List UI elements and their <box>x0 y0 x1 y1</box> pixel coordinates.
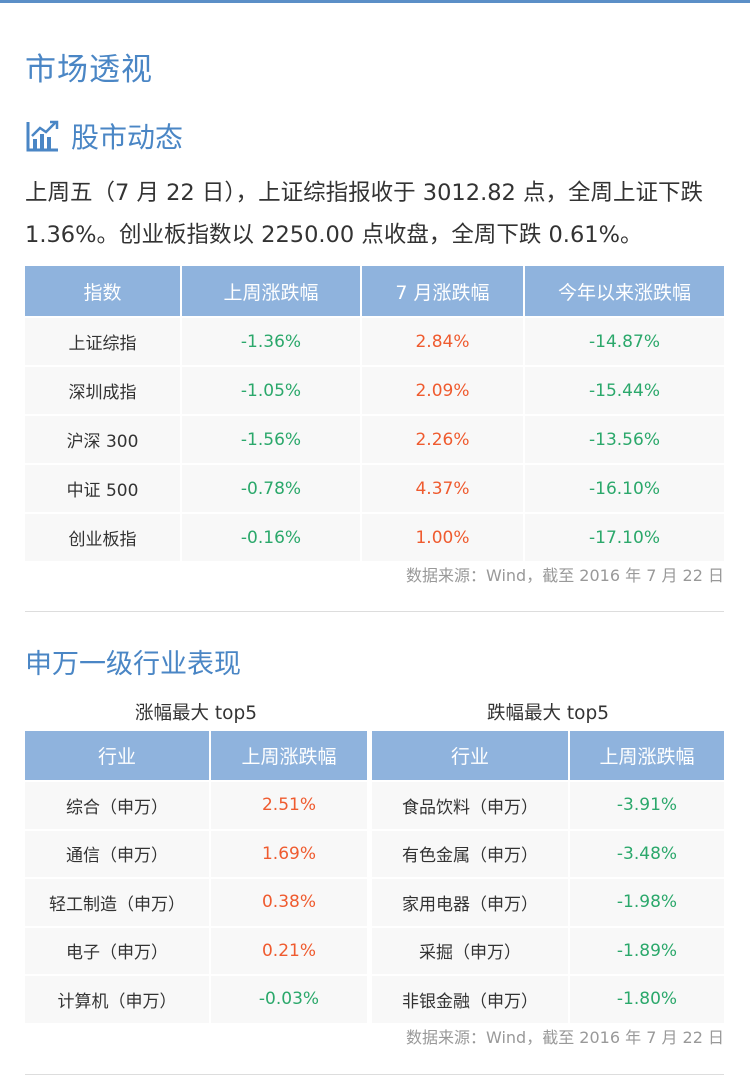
industry-name: 通信（申万） <box>25 828 211 877</box>
column-header: 7 月涨跌幅 <box>362 266 525 316</box>
section-title: 股市动态 <box>71 121 184 154</box>
week-change: 1.69% <box>211 828 367 877</box>
industry-name: 有色金属（申万） <box>372 828 570 877</box>
summary-line: 1.36%。创业板指数以 2250.00 点收盘，全周下跌 0.61%。 <box>25 222 643 248</box>
section-divider <box>25 1074 724 1075</box>
table-row: 食品饮料（申万） -3.91% <box>372 780 724 829</box>
week-change: -0.16% <box>182 512 362 561</box>
industry-name: 食品饮料（申万） <box>372 780 570 829</box>
table-row: 通信（申万） 1.69% <box>25 828 367 877</box>
table-row: 家用电器（申万） -1.98% <box>372 877 724 926</box>
index-name: 上证综指 <box>25 316 182 365</box>
top-gainers-table: 行业 上周涨跌幅 综合（申万） 2.51% 通信（申万） 1.69% 轻工制造（… <box>25 731 367 1023</box>
week-change: -0.78% <box>182 463 362 512</box>
bar-chart-trend-icon <box>26 120 59 152</box>
index-name: 深圳成指 <box>25 365 182 414</box>
top-losers-table: 行业 上周涨跌幅 食品饮料（申万） -3.91% 有色金属（申万） -3.48%… <box>372 731 724 1023</box>
week-change: -1.80% <box>570 974 724 1023</box>
week-change: -1.89% <box>570 925 724 974</box>
table-row: 电子（申万） 0.21% <box>25 925 367 974</box>
table-row: 创业板指 -0.16% 1.00% -17.10% <box>25 512 724 561</box>
month-change: 2.09% <box>362 365 525 414</box>
ytd-change: -15.44% <box>525 365 724 414</box>
column-header: 上周涨跌幅 <box>570 731 724 780</box>
industry-name: 综合（申万） <box>25 780 211 829</box>
data-source-note: 数据来源：Wind，截至 2016 年 7 月 22 日 <box>406 1028 724 1047</box>
ytd-change: -16.10% <box>525 463 724 512</box>
gainers-label: 涨幅最大 top5 <box>135 703 257 724</box>
week-change: -1.05% <box>182 365 362 414</box>
index-performance-table: 指数 上周涨跌幅 7 月涨跌幅 今年以来涨跌幅 上证综指 -1.36% 2.84… <box>25 266 724 561</box>
table-row: 中证 500 -0.78% 4.37% -16.10% <box>25 463 724 512</box>
table-row: 轻工制造（申万） 0.38% <box>25 877 367 926</box>
month-change: 2.84% <box>362 316 525 365</box>
week-change: 2.51% <box>211 780 367 829</box>
index-name: 创业板指 <box>25 512 182 561</box>
column-header: 行业 <box>25 731 211 780</box>
table-row: 计算机（申万） -0.03% <box>25 974 367 1023</box>
data-source-note: 数据来源：Wind，截至 2016 年 7 月 22 日 <box>406 566 724 585</box>
index-name: 中证 500 <box>25 463 182 512</box>
table-row: 上证综指 -1.36% 2.84% -14.87% <box>25 316 724 365</box>
week-change: -3.91% <box>570 780 724 829</box>
table-row: 采掘（申万） -1.89% <box>372 925 724 974</box>
ytd-change: -17.10% <box>525 512 724 561</box>
month-change: 1.00% <box>362 512 525 561</box>
summary-line: 上周五（7 月 22 日），上证综指报收于 3012.82 点，全周上证下跌 <box>25 180 704 206</box>
month-change: 4.37% <box>362 463 525 512</box>
page-title: 市场透视 <box>25 52 153 88</box>
column-header: 上周涨跌幅 <box>182 266 362 316</box>
column-header: 行业 <box>372 731 570 780</box>
week-change: -3.48% <box>570 828 724 877</box>
week-change: 0.21% <box>211 925 367 974</box>
top-accent-line <box>0 0 750 3</box>
week-change: -0.03% <box>211 974 367 1023</box>
month-change: 2.26% <box>362 414 525 463</box>
industry-name: 采掘（申万） <box>372 925 570 974</box>
industry-name: 轻工制造（申万） <box>25 877 211 926</box>
industry-name: 非银金融（申万） <box>372 974 570 1023</box>
industry-name: 电子（申万） <box>25 925 211 974</box>
table-row: 有色金属（申万） -3.48% <box>372 828 724 877</box>
industry-name: 家用电器（申万） <box>372 877 570 926</box>
section-divider <box>25 611 724 612</box>
week-change: -1.98% <box>570 877 724 926</box>
table-row: 深圳成指 -1.05% 2.09% -15.44% <box>25 365 724 414</box>
market-summary-paragraph: 上周五（7 月 22 日），上证综指报收于 3012.82 点，全周上证下跌 1… <box>25 172 725 256</box>
column-header: 指数 <box>25 266 182 316</box>
table-header-row: 行业 上周涨跌幅 <box>25 731 367 780</box>
table-row: 非银金融（申万） -1.80% <box>372 974 724 1023</box>
losers-label: 跌幅最大 top5 <box>487 703 609 724</box>
table-row: 沪深 300 -1.56% 2.26% -13.56% <box>25 414 724 463</box>
section-title-industry: 申万一级行业表现 <box>25 649 241 680</box>
index-name: 沪深 300 <box>25 414 182 463</box>
table-header-row: 行业 上周涨跌幅 <box>372 731 724 780</box>
industry-name: 计算机（申万） <box>25 974 211 1023</box>
ytd-change: -14.87% <box>525 316 724 365</box>
week-change: -1.56% <box>182 414 362 463</box>
week-change: 0.38% <box>211 877 367 926</box>
column-header: 上周涨跌幅 <box>211 731 367 780</box>
ytd-change: -13.56% <box>525 414 724 463</box>
column-header: 今年以来涨跌幅 <box>525 266 724 316</box>
table-header-row: 指数 上周涨跌幅 7 月涨跌幅 今年以来涨跌幅 <box>25 266 724 316</box>
week-change: -1.36% <box>182 316 362 365</box>
table-row: 综合（申万） 2.51% <box>25 780 367 829</box>
section-header-stock-dynamics: 股市动态 <box>25 118 183 154</box>
